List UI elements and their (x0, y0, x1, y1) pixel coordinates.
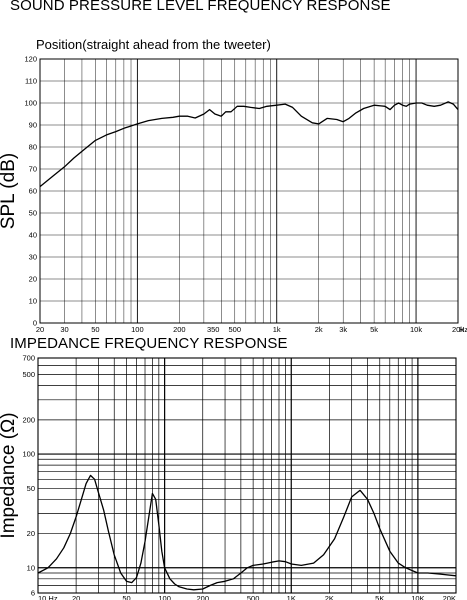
impedance-x-tick-label: 1K (287, 594, 296, 600)
impedance-y-tick-label: 10 (27, 563, 35, 572)
spl-x-tick-label: 100 (131, 325, 144, 334)
impedance-chart: 6 10 20 50 100 200 500 700 10 Hz 20 50 100 200 500 1K 2… (0, 354, 457, 600)
spl-y-tick-label: 30 (29, 253, 37, 262)
spl-y-tick-label: 100 (24, 99, 37, 108)
spl-x-tick-label: 200 (173, 325, 186, 334)
impedance-chart-title: IMPEDANCE FREQUENCY RESPONSE (10, 335, 288, 352)
impedance-x-tick-label: 200 (196, 594, 209, 600)
spl-x-tick-label: 5k (370, 325, 378, 334)
spl-x-tick-label: 50 (91, 325, 99, 334)
impedance-y-tick-label: 20 (27, 529, 35, 538)
spl-x-tick-label: 3k (339, 325, 347, 334)
impedance-x-tick-label: 10 Hz (38, 594, 58, 600)
spl-y-tick-label: 90 (29, 121, 37, 130)
spl-y-axis-label: SPL (dB) (0, 153, 19, 229)
spl-y-tick-label: 110 (25, 77, 37, 86)
spl-chart-subtitle: Position(straight ahead from the tweeter… (36, 37, 271, 52)
spl-curve (39, 101, 459, 188)
impedance-x-tick-label: 100 (158, 594, 171, 600)
spl-x-tick-label: 2k (315, 325, 323, 334)
impedance-y-axis-label: Impedance (Ω) (0, 412, 19, 538)
spl-x-tick-label: 1k (273, 325, 281, 334)
spl-y-tick-label: 80 (29, 143, 37, 152)
spl-y-tick-label: 20 (29, 275, 37, 284)
spl-y-tick-label: 50 (29, 209, 37, 218)
spl-y-tick-label: 10 (29, 297, 37, 306)
impedance-x-tick-label: 50 (122, 594, 130, 600)
spl-x-tick-label: 30 (60, 325, 68, 334)
impedance-y-tick-label: 100 (22, 450, 35, 459)
impedance-y-tick-label: 6 (31, 589, 35, 598)
impedance-x-tick-label: 20K (443, 594, 456, 600)
spl-x-tick-label: 20 (36, 325, 44, 334)
impedance-curve (37, 474, 457, 591)
spl-chart: 0 10 20 30 40 50 60 70 80 90 100 110 120 20 30 50 100 200… (0, 55, 467, 335)
spl-chart-title: SOUND PRESSURE LEVEL FREQUENCY RESPONSE (10, 0, 391, 14)
spl-x-tick-label: 20k (452, 325, 464, 334)
spl-plot-frame (39, 58, 459, 324)
spl-y-tick-label: 40 (29, 231, 37, 240)
impedance-x-tick-label: 2K (325, 594, 334, 600)
spl-y-tick-label: 60 (29, 187, 37, 196)
impedance-y-tick-label: 700 (22, 354, 35, 363)
impedance-x-tick-label: 20 (72, 594, 80, 600)
spl-y-tick-label: 70 (29, 165, 37, 174)
impedance-y-tick-label: 50 (27, 484, 35, 493)
impedance-x-tick-label: 500 (247, 594, 260, 600)
impedance-plot-frame (37, 357, 457, 594)
impedance-x-tick-label: 10K (411, 594, 424, 600)
spl-x-tick-label: 350 (207, 325, 220, 334)
impedance-x-tick-label: 5K (375, 594, 384, 600)
spl-y-tick-label: 120 (24, 55, 37, 64)
spl-x-unit-label: Hz (459, 325, 467, 334)
spl-x-tick-label: 10k (410, 325, 422, 334)
impedance-y-tick-label: 200 (22, 415, 35, 424)
spl-x-tick-label: 500 (229, 325, 242, 334)
spl-y-tick-label: 0 (33, 319, 37, 328)
impedance-y-tick-label: 500 (22, 370, 35, 379)
